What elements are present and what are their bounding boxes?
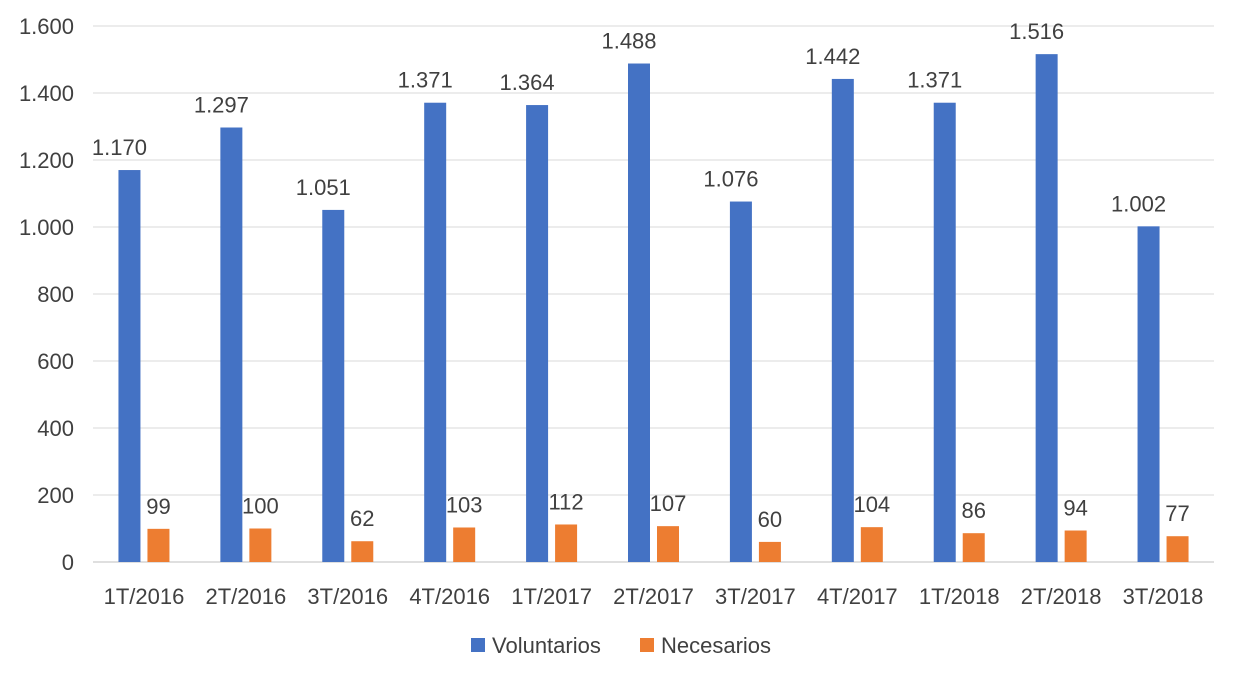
x-tick-label: 4T/2017 <box>817 584 898 609</box>
data-label-voluntarios: 1.051 <box>296 175 351 200</box>
bar-voluntarios <box>729 201 752 563</box>
data-label-voluntarios: 1.364 <box>500 70 555 95</box>
y-axis-tick-labels: 0 200 400 600 800 1.000 1.200 1.400 1.600 <box>19 14 74 575</box>
x-tick-label: 3T/2017 <box>715 584 796 609</box>
bar-necesarios <box>249 528 272 562</box>
data-label-voluntarios: 1.371 <box>907 68 962 93</box>
data-label-voluntarios: 1.488 <box>601 29 656 54</box>
bar-necesarios <box>758 541 781 562</box>
bar-voluntarios <box>424 102 447 562</box>
bar-necesarios <box>351 541 374 562</box>
data-label-voluntarios: 1.516 <box>1009 19 1064 44</box>
y-tick-label: 400 <box>37 416 74 441</box>
data-label-voluntarios: 1.170 <box>92 135 147 160</box>
x-tick-label: 1T/2016 <box>104 584 185 609</box>
y-tick-label: 0 <box>62 550 74 575</box>
bar-necesarios <box>962 533 985 562</box>
legend-label-necesarios: Necesarios <box>661 633 771 658</box>
data-label-necesarios: 86 <box>961 498 985 523</box>
x-tick-label: 2T/2016 <box>205 584 286 609</box>
gridlines <box>93 25 1214 563</box>
legend-swatch-voluntarios <box>471 638 485 652</box>
data-label-necesarios: 112 <box>549 489 584 514</box>
x-axis-tick-labels: 1T/2016 2T/2016 3T/2016 4T/2016 1T/2017 2T/20… <box>104 584 1204 609</box>
data-label-necesarios: 94 <box>1063 496 1087 521</box>
bar-voluntarios <box>933 102 956 562</box>
y-tick-label: 1.600 <box>19 14 74 39</box>
y-tick-label: 200 <box>37 483 74 508</box>
data-label-necesarios: 77 <box>1165 501 1189 526</box>
bar-necesarios <box>555 524 578 562</box>
bar-voluntarios <box>322 209 345 563</box>
bar-necesarios <box>657 526 679 562</box>
bar-voluntarios <box>526 105 549 562</box>
y-tick-label: 1.400 <box>19 81 74 106</box>
y-tick-label: 1.200 <box>19 148 74 173</box>
data-label-voluntarios: 1.371 <box>398 68 453 93</box>
data-label-necesarios: 103 <box>446 492 483 517</box>
legend-swatch-necesarios <box>640 638 654 652</box>
x-tick-label: 3T/2018 <box>1123 584 1204 609</box>
data-label-necesarios: 104 <box>853 492 890 517</box>
legend: Voluntarios Necesarios <box>471 633 771 658</box>
legend-label-voluntarios: Voluntarios <box>492 633 601 658</box>
data-label-voluntarios: 1.076 <box>703 167 758 192</box>
data-labels: 1.170 99 1.297 100 1.051 62 1.371 103 1.364 112 1.… <box>92 19 1190 532</box>
data-label-necesarios: 100 <box>242 494 279 519</box>
data-label-necesarios: 62 <box>350 506 374 531</box>
x-tick-label: 1T/2017 <box>511 584 592 609</box>
x-tick-label: 2T/2017 <box>613 584 694 609</box>
y-tick-label: 800 <box>37 282 74 307</box>
y-tick-label: 600 <box>37 349 74 374</box>
bar-necesarios <box>1064 530 1087 562</box>
x-tick-label: 2T/2018 <box>1021 584 1102 609</box>
bar-voluntarios <box>628 63 650 563</box>
data-label-necesarios: 60 <box>758 507 782 532</box>
bar-necesarios <box>1166 536 1189 562</box>
x-tick-label: 3T/2016 <box>307 584 388 609</box>
data-label-necesarios: 99 <box>146 494 170 519</box>
bar-necesarios <box>453 527 476 562</box>
bar-voluntarios <box>220 127 243 562</box>
bar-necesarios <box>860 527 883 562</box>
data-label-voluntarios: 1.002 <box>1111 191 1166 216</box>
bar-voluntarios <box>1035 54 1058 562</box>
bar-voluntarios <box>118 170 141 563</box>
bar-necesarios <box>147 528 170 562</box>
bar-voluntarios <box>831 78 854 563</box>
y-tick-label: 1.000 <box>19 215 74 240</box>
x-tick-label: 4T/2016 <box>409 584 490 609</box>
bar-voluntarios <box>1137 226 1160 562</box>
data-label-voluntarios: 1.442 <box>805 44 860 69</box>
data-label-voluntarios: 1.297 <box>194 93 249 118</box>
x-tick-label: 1T/2018 <box>919 584 1000 609</box>
bars <box>118 54 1189 563</box>
data-label-necesarios: 107 <box>650 491 687 516</box>
